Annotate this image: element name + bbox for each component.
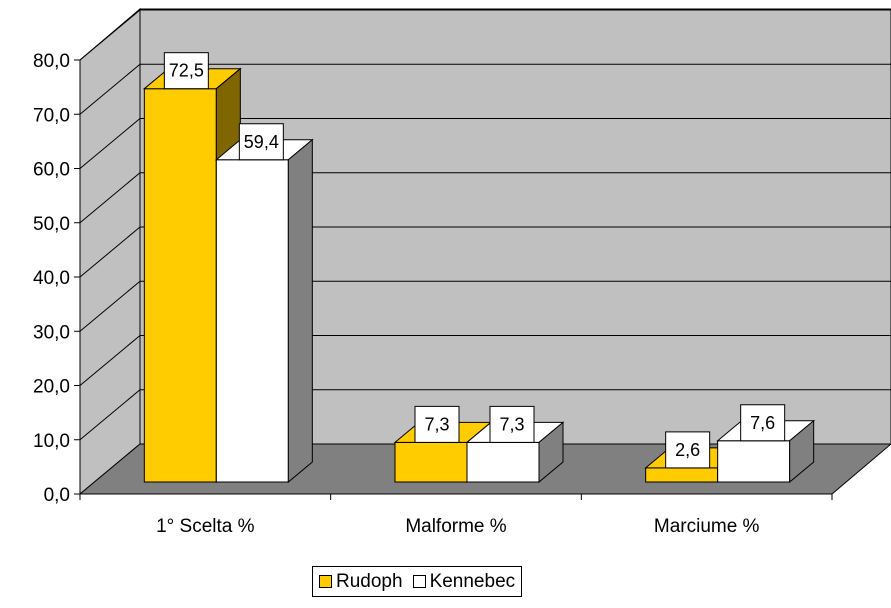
gridline-side (79, 280, 141, 332)
legend-label-kennebec: Kennebec (429, 570, 516, 592)
bar-rudoph-marciume (645, 467, 719, 483)
y-tick-label: 60,0 (33, 160, 70, 181)
bar-side-kennebec-1-scelta (287, 138, 313, 484)
x-tick-label: 1° Scelta % (156, 516, 255, 537)
gridline-side (79, 118, 141, 169)
data-label-rudoph-1-scelta: 72,5 (169, 61, 204, 81)
bar-rudoph-1-scelta (143, 88, 217, 483)
legend-swatch-rudoph (319, 575, 332, 588)
x-tick-label: Malforme % (405, 516, 506, 537)
legend: Rudoph Kennebec (312, 566, 523, 597)
gridline-side (79, 172, 141, 224)
data-label-box-rudoph-marciume (665, 431, 711, 469)
bar-kennebec-malforme (466, 441, 540, 483)
data-label-rudoph-malforme: 7,3 (424, 414, 449, 434)
bar-kennebec-marciume (717, 440, 791, 483)
gridline-side (79, 9, 141, 61)
bar-side-kennebec-marciume (789, 419, 815, 484)
bar-side-kennebec-malforme (538, 421, 564, 484)
data-label-box-rudoph-malforme (414, 405, 460, 443)
data-label-box-rudoph-1-scelta (163, 52, 209, 90)
legend-item-kennebec: Kennebec (412, 570, 516, 593)
data-label-box-kennebec-malforme (489, 405, 535, 443)
legend-swatch-kennebec (412, 575, 426, 588)
data-label-box-kennebec-1-scelta (238, 123, 284, 161)
y-tick-label: 0,0 (44, 485, 70, 506)
gridline-side (79, 335, 141, 386)
y-tick-label: 20,0 (33, 377, 70, 398)
data-label-kennebec-malforme: 7,3 (499, 414, 524, 434)
y-tick-label: 40,0 (33, 268, 70, 289)
y-tick-label: 10,0 (33, 431, 70, 452)
data-label-kennebec-marciume: 7,6 (750, 413, 775, 433)
legend-label-rudoph: Rudoph (336, 570, 403, 592)
y-tick-label: 70,0 (33, 105, 70, 126)
bar-kennebec-1-scelta (215, 159, 289, 483)
bar-rudoph-malforme (394, 441, 468, 483)
x-tick-label: Marciume % (654, 516, 760, 537)
gridline-side (79, 226, 141, 278)
gridline-side (79, 389, 141, 441)
legend-item-rudoph: Rudoph (319, 571, 403, 593)
data-label-rudoph-marciume: 2,6 (675, 440, 700, 460)
y-tick-label: 30,0 (33, 322, 70, 343)
gridline-side (79, 63, 141, 115)
data-label-kennebec-1-scelta: 59,4 (244, 132, 279, 152)
y-tick-label: 50,0 (33, 214, 70, 235)
data-label-box-kennebec-marciume (740, 404, 786, 442)
y-tick-label: 80,0 (33, 51, 70, 72)
